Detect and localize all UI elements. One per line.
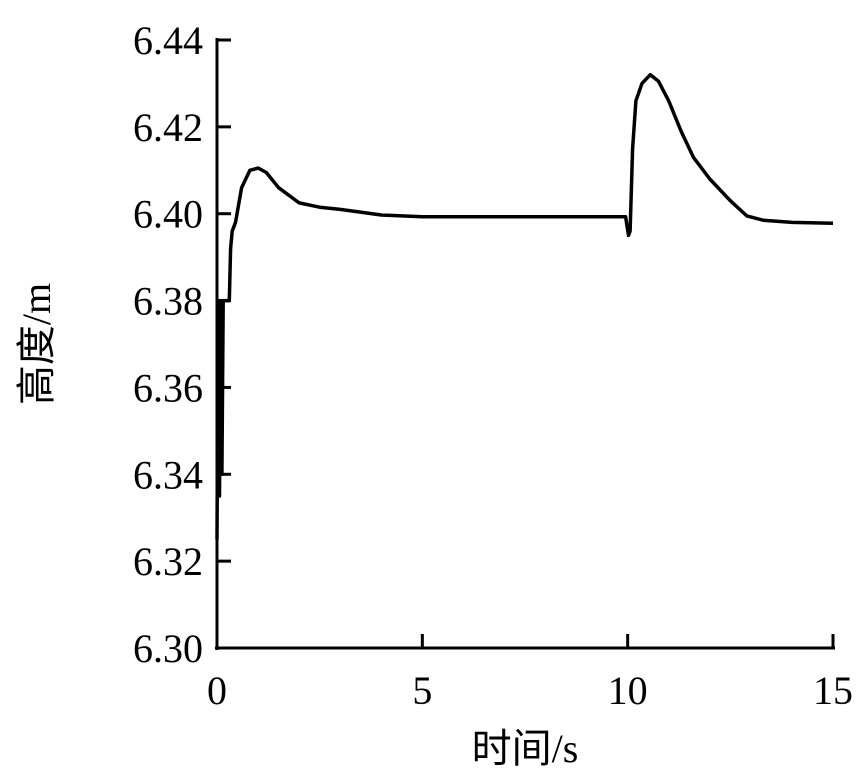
- y-tick-label: 6.34: [133, 452, 203, 497]
- y-tick-label: 6.40: [133, 192, 203, 237]
- y-tick-label: 6.36: [133, 365, 203, 410]
- y-axis-label: 高度/m: [14, 283, 59, 405]
- x-tick-label: 10: [608, 668, 648, 713]
- y-tick-label: 6.30: [133, 626, 203, 671]
- x-tick-label: 15: [813, 668, 853, 713]
- y-tick-label: 6.38: [133, 279, 203, 324]
- y-tick-label: 6.42: [133, 105, 203, 150]
- y-tick-label: 6.32: [133, 539, 203, 584]
- x-tick-label: 5: [412, 668, 432, 713]
- y-tick-label: 6.44: [133, 18, 203, 63]
- x-tick-label: 0: [207, 668, 227, 713]
- series-line: [215, 72, 834, 540]
- x-axis-label: 时间/s: [472, 726, 579, 771]
